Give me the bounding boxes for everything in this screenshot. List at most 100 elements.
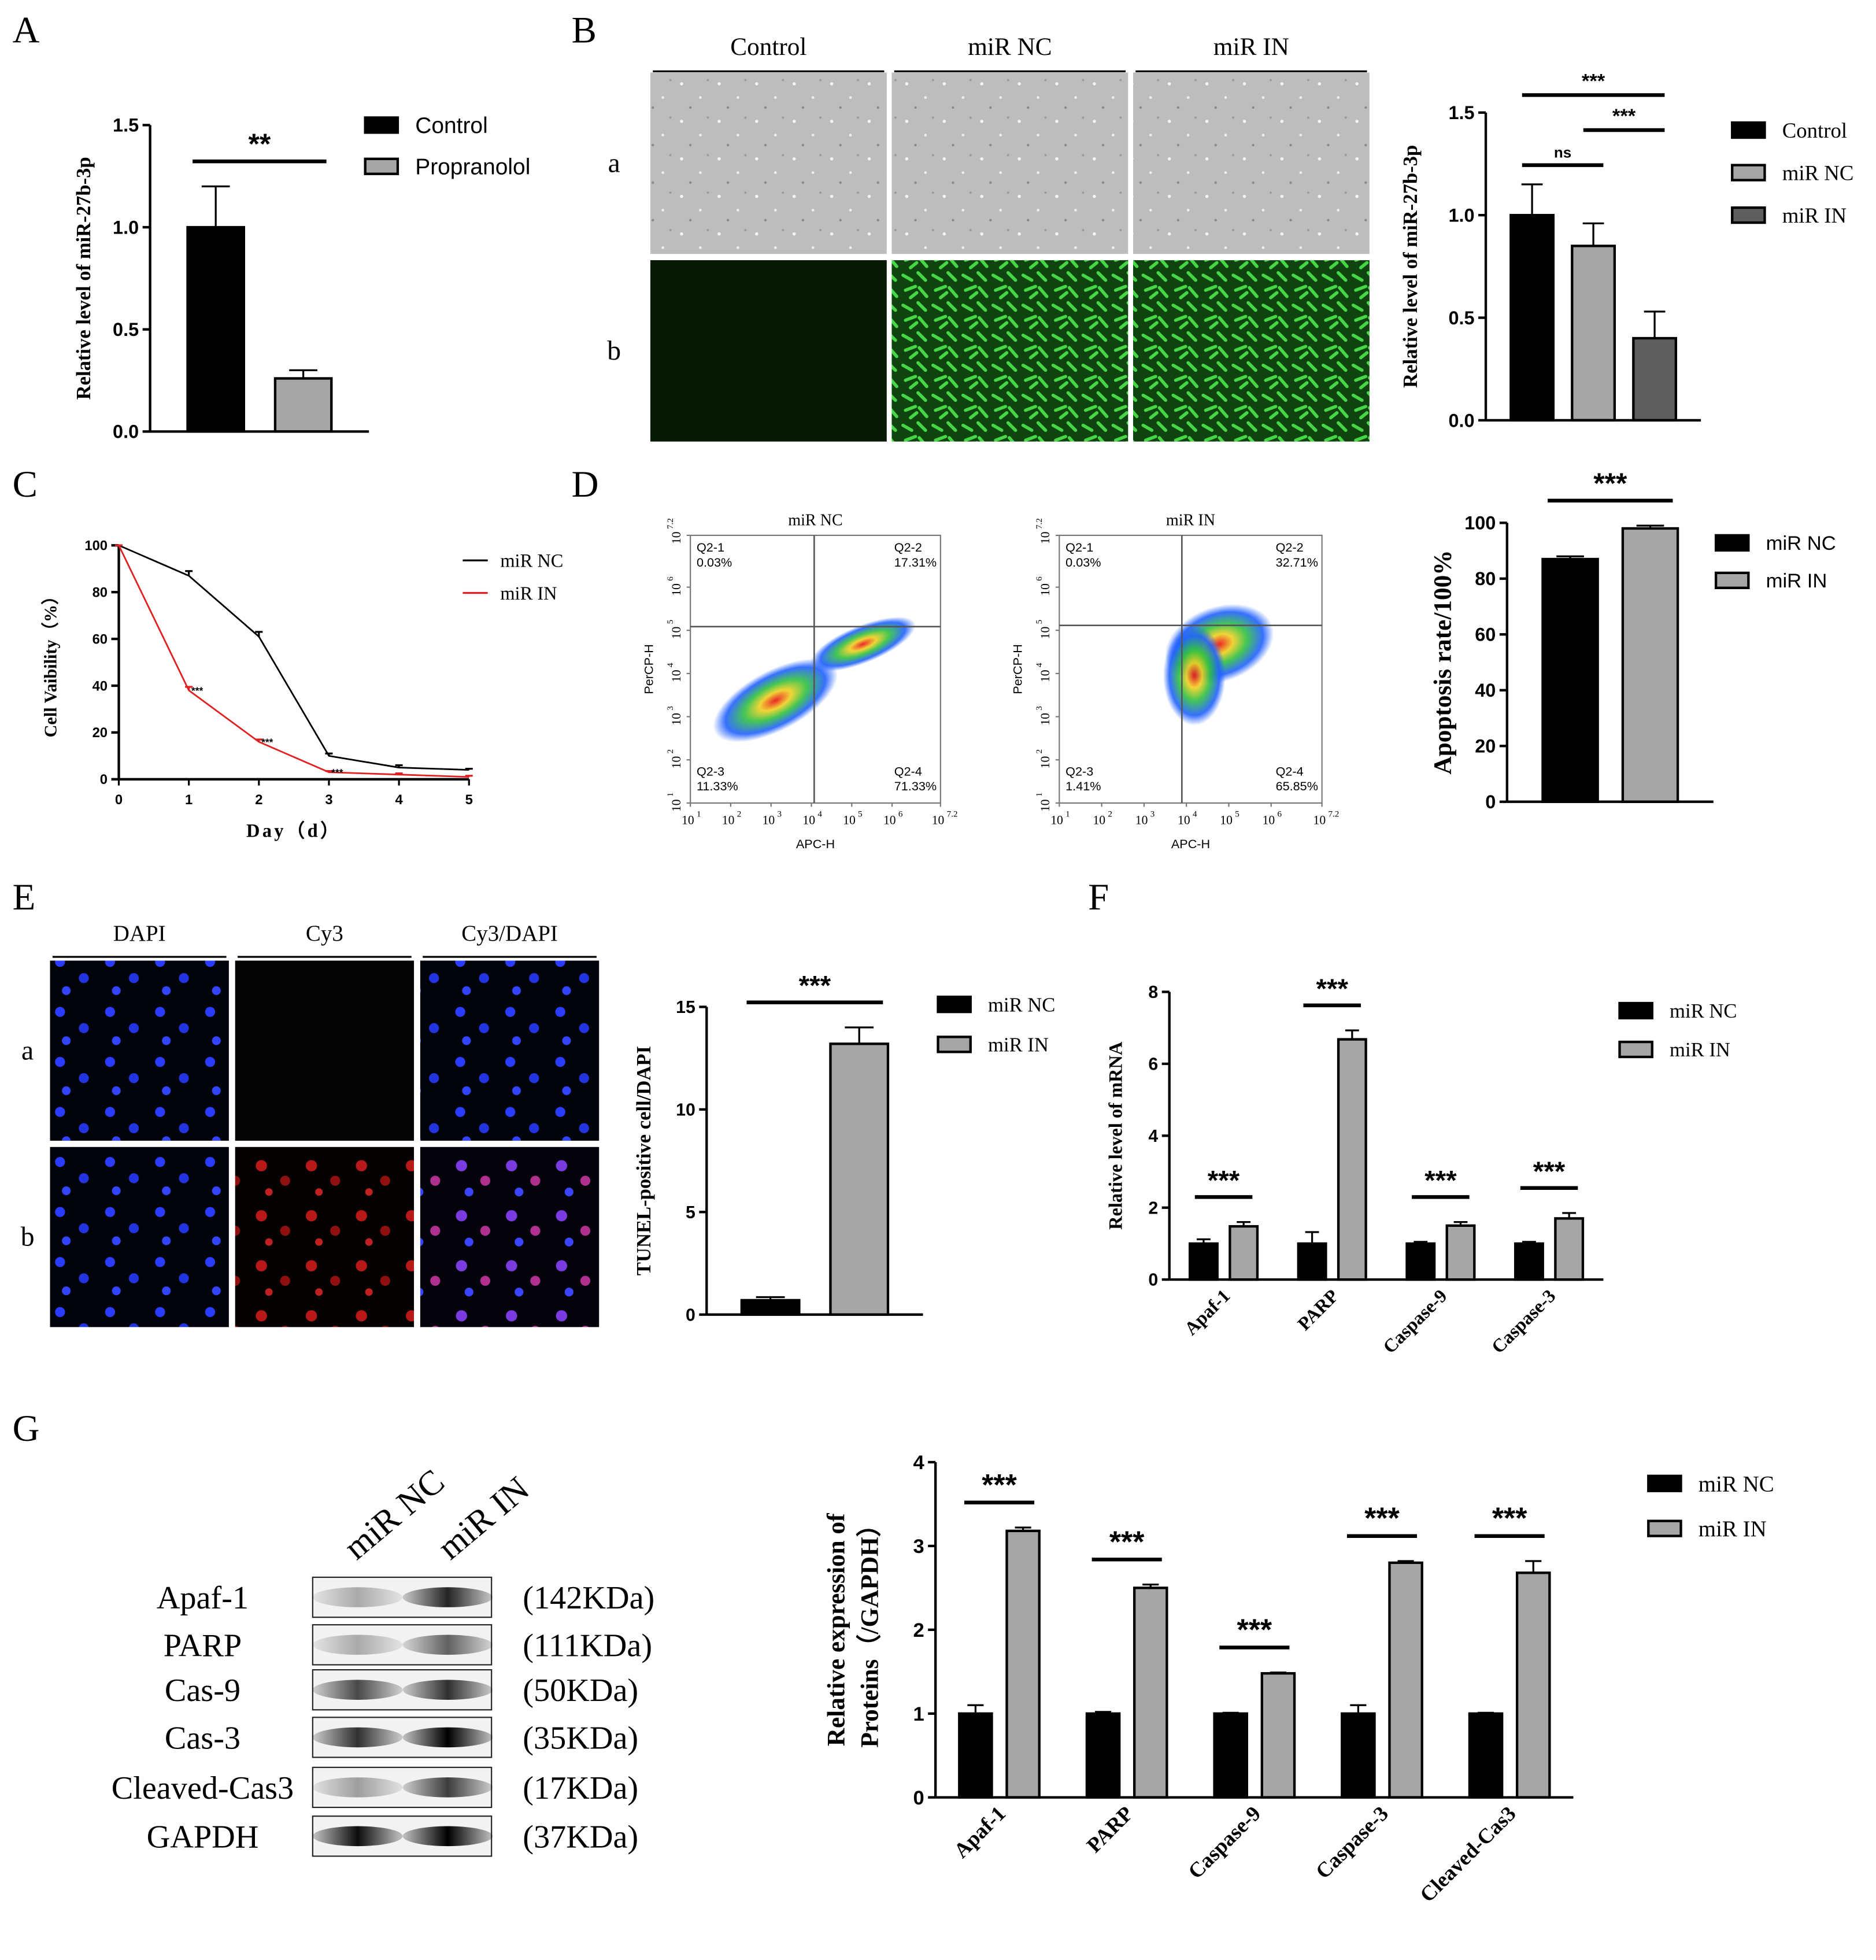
legend-swatch <box>1618 1040 1653 1059</box>
y-tick: 10 5 <box>666 620 683 639</box>
y-tick-label: 40 <box>92 678 108 694</box>
tick-exponent: 5 <box>858 810 863 819</box>
legend-label: miR NC <box>988 994 1055 1016</box>
y-tick-label: 1.5 <box>1448 102 1474 123</box>
error-bar <box>1525 1560 1542 1573</box>
legend-swatch <box>937 1036 972 1053</box>
micrograph <box>650 72 887 254</box>
error-bar <box>465 775 473 777</box>
tick-exponent: 6 <box>666 576 675 581</box>
tick-base: 10 <box>1093 813 1105 827</box>
legend-label: miR IN <box>1782 204 1847 227</box>
size-label: (35KDa) <box>523 1720 638 1756</box>
y-tick: 102 <box>666 749 683 769</box>
bar <box>1621 527 1679 803</box>
blot-band <box>402 1680 493 1700</box>
legend-label: Control <box>1782 119 1847 142</box>
tick-exponent: 4 <box>1035 663 1044 667</box>
protein-label: Apaf-1 <box>157 1580 249 1616</box>
y-tick-label: 6 <box>1148 1055 1158 1074</box>
tick-base: 10 <box>1038 627 1052 639</box>
panel-letter: E <box>13 877 36 918</box>
micrograph <box>50 1147 229 1327</box>
significance-label: *** <box>1237 1614 1272 1647</box>
error-bar <box>1397 1560 1414 1563</box>
blot-band <box>402 1587 493 1607</box>
x-axis-label: APC-H <box>796 837 835 851</box>
tick-base: 10 <box>1038 670 1052 682</box>
legend-swatch <box>1714 571 1750 589</box>
bar <box>1554 1217 1585 1281</box>
blot-band <box>402 1634 493 1655</box>
x-axis-label: APC-H <box>1171 837 1210 851</box>
y-tick: 103 <box>666 706 683 726</box>
y-tick-label: 5 <box>686 1203 695 1222</box>
quadrant-label: Q2-3 <box>697 764 724 778</box>
density <box>1163 625 1226 726</box>
tick-exponent: 3 <box>666 706 675 711</box>
significance-label: *** <box>191 685 203 697</box>
y-tick-label: 80 <box>1475 568 1496 589</box>
legend-swatch <box>1714 534 1750 552</box>
row-label: a <box>21 1036 34 1066</box>
tick-base: 10 <box>1038 531 1052 544</box>
size-label: (142KDa) <box>523 1580 654 1616</box>
y-tick-label: 0 <box>100 772 108 787</box>
tick-exponent: 3 <box>1035 706 1044 711</box>
legend-label: miR IN <box>1766 570 1827 592</box>
error-bar <box>1562 1212 1577 1219</box>
x-axis-label: Day（d） <box>246 820 342 841</box>
tick-exponent: 7.2 <box>1035 518 1044 529</box>
significance-label: *** <box>1316 974 1348 1004</box>
y-tick-label: 4 <box>913 1452 924 1474</box>
error-bar <box>967 1704 984 1714</box>
panel-letter: C <box>13 464 38 505</box>
tick-base: 10 <box>1038 756 1052 769</box>
micrograph <box>235 1147 415 1327</box>
bar <box>1468 1712 1504 1799</box>
tick-exponent: 6 <box>1035 576 1044 581</box>
y-tick-label: 20 <box>92 725 108 741</box>
micrograph <box>420 960 600 1141</box>
y-tick: 103 <box>1035 706 1052 726</box>
series-line <box>118 544 469 771</box>
blot-band <box>402 1826 493 1847</box>
bar <box>1405 1242 1436 1281</box>
legend-label: miR NC <box>1766 532 1836 554</box>
legend-label: miR IN <box>1670 1039 1730 1061</box>
tick-exponent: 2 <box>737 810 742 819</box>
y-tick: 102 <box>1035 749 1052 769</box>
y-tick: 10 5 <box>1035 620 1052 639</box>
protein-label: Cas-9 <box>165 1673 240 1708</box>
tick-base: 10 <box>763 813 775 827</box>
panel-letter: B <box>572 10 597 51</box>
significance-label: *** <box>1582 70 1605 92</box>
tick-base: 10 <box>669 627 683 639</box>
y-tick-label: 2 <box>913 1619 924 1641</box>
y-tick-label: 100 <box>84 538 108 554</box>
x-tick-label: 1 <box>185 792 193 808</box>
quadrant-label: 17.31% <box>894 555 937 569</box>
quadrant-label: Q2-2 <box>894 540 922 554</box>
plot-title: miR IN <box>1166 512 1215 530</box>
quadrant-label: 65.85% <box>1276 779 1318 793</box>
y-tick-label: 3 <box>913 1536 924 1558</box>
micrograph <box>50 960 229 1141</box>
blot-band <box>402 1727 493 1748</box>
y-tick-label: 10 <box>676 1101 695 1120</box>
y-tick-label: 1.5 <box>113 115 139 136</box>
y-tick: 10 1 <box>666 793 683 812</box>
legend-label: miR NC <box>1670 1000 1737 1022</box>
panel-letter: D <box>572 464 599 505</box>
column-header: Cy3/DAPI <box>461 921 558 946</box>
plot-frame <box>1059 534 1323 804</box>
significance-label: ns <box>1554 144 1571 161</box>
size-label: (17KDa) <box>523 1770 638 1806</box>
column-header: miR IN <box>1213 33 1289 61</box>
error-bar <box>255 738 263 742</box>
tick-exponent: 2 <box>1108 810 1112 819</box>
bar <box>1571 245 1616 422</box>
legend-swatch <box>937 996 972 1014</box>
legend-label: Propranolol <box>415 154 530 179</box>
tick-base: 10 <box>932 813 945 827</box>
